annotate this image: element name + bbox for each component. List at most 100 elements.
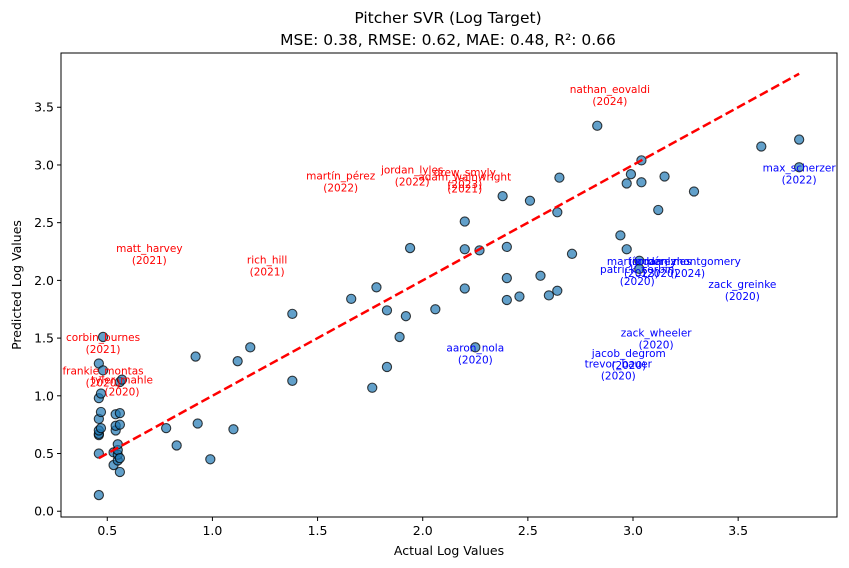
x-tick-label: 3.0 (623, 523, 643, 538)
data-point (514, 291, 525, 302)
data-point (653, 204, 664, 216)
annotation-year: (2023) (624, 268, 659, 280)
annotation-year: (2022) (782, 174, 817, 186)
y-tick-label: 3.5 (34, 100, 54, 115)
annotation-year: (2020) (611, 360, 646, 372)
data-point (535, 270, 546, 281)
data-point (625, 169, 637, 180)
annotation-year: (2023) (447, 179, 482, 191)
data-points (93, 120, 805, 501)
data-point (501, 294, 512, 306)
data-point (552, 285, 563, 296)
data-point (205, 454, 216, 465)
data-point (171, 440, 182, 451)
data-point (543, 290, 555, 301)
annotation-name: trevor_bauer (585, 358, 653, 370)
annotation-year: (2021) (132, 255, 167, 267)
y-tick-label: 1.5 (34, 331, 54, 346)
annotation-name: nathan_eovaldi (570, 84, 650, 96)
annotation-name: zack_wheeler (621, 327, 693, 339)
y-tick-label: 0.0 (34, 504, 54, 519)
ideal-fit-line (98, 72, 800, 460)
data-point (524, 195, 536, 206)
annotation-year: (2022) (395, 177, 430, 189)
plot-area: nathan_eovaldi(2024)martín_pérez(2022)jo… (62, 72, 836, 501)
data-point (501, 241, 512, 253)
data-point (659, 171, 670, 182)
y-axis: 0.0 0.5 1.0 1.5 2.0 2.5 3.0 3.5 (34, 100, 61, 519)
data-point (621, 244, 632, 255)
data-point (287, 375, 298, 386)
y-tick-label: 3.0 (34, 157, 54, 172)
data-point (459, 244, 470, 255)
data-point (470, 342, 481, 353)
data-point (245, 342, 256, 353)
annotation-year: (2020) (105, 387, 140, 399)
annotation-name: frankie_montas (62, 365, 143, 377)
data-point (192, 418, 203, 429)
annotations: nathan_eovaldi(2024)martín_pérez(2022)jo… (62, 84, 836, 399)
annotation-name: rich_hill (247, 255, 287, 267)
y-tick-label: 2.0 (34, 273, 54, 288)
data-point (232, 356, 243, 367)
data-point (381, 305, 393, 316)
annotation-name: aaron_nola (446, 342, 504, 354)
data-point (95, 406, 107, 418)
data-point (114, 407, 126, 419)
annotation-name: patrick_corbin (600, 264, 674, 276)
annotation-name: jacob_degrom (591, 348, 666, 360)
data-point (592, 120, 603, 131)
data-point (367, 382, 378, 393)
data-point (497, 190, 508, 202)
data-point (566, 248, 578, 259)
data-point (501, 272, 512, 284)
plot-frame (60, 52, 838, 518)
annotation-name: zack_greinke (708, 279, 776, 291)
x-tick-label: 1.0 (202, 523, 222, 538)
data-point (160, 422, 172, 434)
data-point (634, 263, 645, 274)
data-point (459, 283, 470, 294)
data-point (615, 230, 626, 241)
data-point (688, 186, 700, 197)
data-point (459, 216, 470, 227)
annotation-year: (2021) (447, 184, 482, 196)
annotation-year: (2020) (458, 354, 493, 366)
data-point (621, 178, 632, 189)
annotation-year: (2020) (601, 370, 636, 382)
data-point (394, 331, 405, 343)
data-point (400, 311, 412, 322)
chart-title: Pitcher SVR (Log Target) (354, 9, 541, 27)
x-tick-label: 2.5 (518, 523, 538, 538)
x-tick-label: 0.5 (97, 523, 117, 538)
annotation-name: jordan_lyles (628, 256, 691, 268)
x-tick-label: 1.5 (308, 523, 328, 538)
annotation-name: matt_harvey (116, 243, 182, 255)
x-tick-label: 2.0 (413, 523, 433, 538)
data-point (381, 361, 393, 373)
annotation-year: (2020) (639, 339, 674, 351)
annotation-year: (2024) (592, 96, 627, 108)
annotation-name: drew_smyly (434, 167, 496, 179)
annotation-year: (2022) (323, 182, 358, 194)
data-point (793, 162, 805, 173)
annotation-name: adam_wainwright (418, 172, 511, 184)
data-point (287, 308, 298, 320)
y-tick-label: 2.5 (34, 215, 54, 230)
annotation-name: jordan_montgomery (634, 256, 741, 268)
y-tick-label: 1.0 (34, 388, 54, 403)
data-point (346, 293, 357, 305)
data-point (97, 331, 109, 343)
x-axis: 0.5 1.0 1.5 2.0 2.5 3.0 3.5 (97, 517, 748, 538)
data-point (554, 172, 565, 183)
annotation-year: (2021) (86, 344, 121, 356)
annotation-year: (2020) (725, 291, 760, 303)
annotation-name: tyler_mahle (91, 375, 153, 387)
data-point (114, 452, 126, 464)
annotation-name: martín_pérez (306, 170, 376, 182)
data-point (95, 422, 107, 434)
annotation-year: (2020) (86, 377, 121, 389)
data-point (636, 177, 647, 188)
data-point (114, 419, 126, 430)
